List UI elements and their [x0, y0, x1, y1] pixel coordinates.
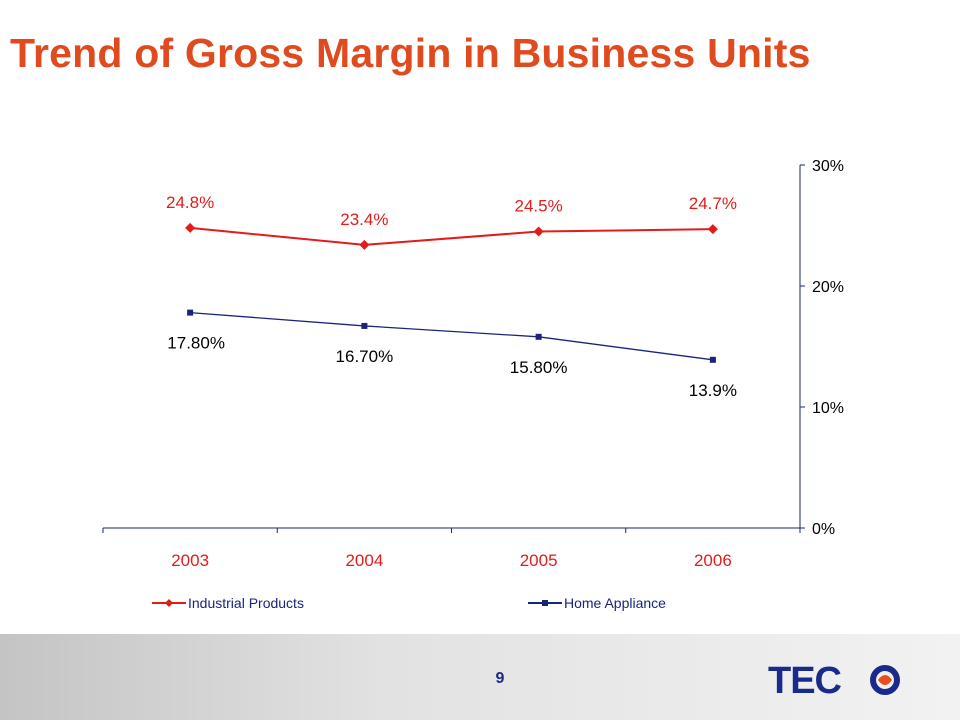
x-tick-label: 2003: [171, 551, 209, 570]
teco-logo: TEC: [768, 660, 900, 700]
data-label: 16.70%: [336, 347, 394, 366]
legend-label: Industrial Products: [188, 595, 304, 611]
legend-marker: [542, 600, 548, 606]
industrial-products-point: [707, 224, 718, 235]
data-label: 23.4%: [340, 210, 388, 229]
y-tick-label: 0%: [812, 521, 835, 538]
x-tick-label: 2006: [694, 551, 732, 570]
data-label: 24.5%: [515, 197, 563, 216]
legend-marker: [165, 599, 173, 607]
x-tick-label: 2004: [345, 551, 383, 570]
y-tick-label: 10%: [812, 400, 844, 417]
page-title: Trend of Gross Margin in Business Units: [10, 30, 811, 76]
data-label: 24.7%: [689, 194, 737, 213]
industrial-products-line: [190, 226, 713, 246]
data-label: 15.80%: [510, 358, 568, 377]
gross-margin-line-chart: 0% 10% 20% 30% 2003 2004 2005 2006 24.8% 23.4% 24.…: [102, 158, 844, 611]
footer-bar: 9 TEC: [0, 634, 960, 720]
home-appliance-point: [187, 309, 194, 316]
home-appliance-point: [361, 322, 368, 329]
data-label: 13.9%: [689, 381, 737, 400]
home-appliance-point: [535, 333, 542, 340]
industrial-products-point: [533, 226, 544, 237]
industrial-products-point: [359, 239, 370, 250]
x-tick-label: 2005: [520, 551, 558, 570]
data-label: 17.80%: [167, 334, 225, 353]
y-tick-label: 30%: [812, 158, 844, 175]
legend-label: Home Appliance: [564, 595, 666, 611]
data-label: 24.8%: [166, 193, 214, 212]
page-number: 9: [495, 670, 505, 687]
logo-o-ring: [870, 665, 900, 695]
logo-letters: TEC: [768, 660, 842, 700]
industrial-products-point: [185, 222, 196, 233]
y-tick-label: 20%: [812, 279, 844, 296]
home-appliance-line: [190, 311, 713, 361]
logo-swirl-icon: [878, 675, 892, 685]
home-appliance-point: [709, 356, 716, 363]
